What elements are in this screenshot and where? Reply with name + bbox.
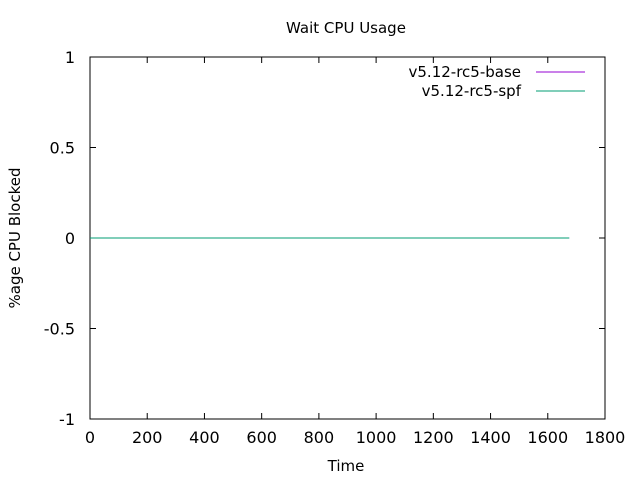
y-tick-label: 0: [65, 229, 75, 248]
x-tick-label: 1800: [585, 428, 626, 447]
y-tick-label: 1: [65, 48, 75, 67]
x-tick-label: 200: [132, 428, 163, 447]
legend-label: v5.12-rc5-base: [409, 63, 522, 81]
x-tick-label: 0: [85, 428, 95, 447]
x-tick-label: 800: [304, 428, 335, 447]
chart-title: Wait CPU Usage: [286, 19, 406, 37]
x-tick-label: 400: [189, 428, 220, 447]
x-tick-label: 1400: [470, 428, 511, 447]
y-tick-label: 0.5: [50, 139, 75, 158]
x-tick-label: 1000: [356, 428, 397, 447]
x-axis-label: Time: [327, 457, 365, 475]
y-tick-label: -0.5: [44, 320, 75, 339]
x-tick-label: 600: [246, 428, 277, 447]
y-axis: -1 -0.5 0 0.5 1: [44, 48, 605, 429]
x-tick-label: 1600: [527, 428, 568, 447]
legend-label: v5.12-rc5-spf: [422, 82, 522, 100]
y-tick-label: -1: [59, 410, 75, 429]
x-axis: 0 200 400 600 800 1000 1200 1400 1600 1800: [85, 57, 625, 447]
y-axis-label: %age CPU Blocked: [6, 167, 24, 308]
x-tick-label: 1200: [413, 428, 454, 447]
